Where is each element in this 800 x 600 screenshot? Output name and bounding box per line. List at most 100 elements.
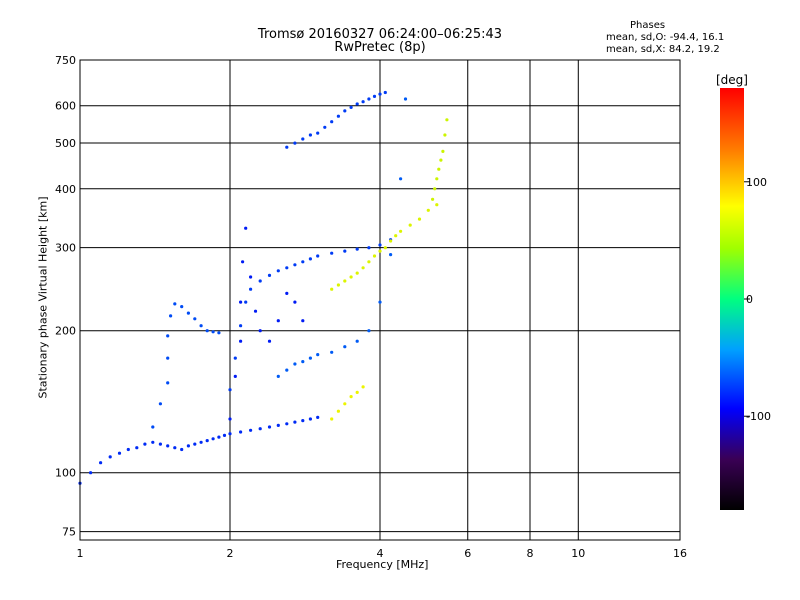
data-point bbox=[343, 109, 347, 113]
colorbar-ticks: 100 0 -100 bbox=[744, 176, 771, 423]
data-point bbox=[293, 141, 297, 145]
data-point bbox=[199, 440, 203, 444]
data-point bbox=[355, 339, 359, 343]
phase-stats-o: mean, sd,O: -94.4, 16.1 bbox=[606, 32, 725, 43]
data-point bbox=[301, 137, 305, 141]
colorbar-tick-label: -100 bbox=[746, 410, 771, 423]
data-point bbox=[431, 197, 435, 201]
data-point bbox=[355, 247, 359, 251]
data-point bbox=[285, 145, 289, 149]
data-point bbox=[239, 324, 243, 328]
data-point bbox=[233, 356, 237, 360]
data-point bbox=[166, 334, 170, 338]
data-point bbox=[249, 275, 253, 279]
data-points bbox=[78, 90, 449, 485]
data-point bbox=[441, 149, 445, 153]
data-point bbox=[355, 102, 359, 106]
data-point bbox=[355, 390, 359, 394]
data-point bbox=[158, 402, 162, 406]
data-point bbox=[367, 329, 371, 333]
data-point bbox=[285, 291, 289, 295]
data-point bbox=[336, 409, 340, 413]
data-point bbox=[343, 345, 347, 349]
colorbar-label: [deg] bbox=[716, 73, 748, 87]
data-point bbox=[249, 287, 253, 291]
data-point bbox=[343, 249, 347, 253]
data-point bbox=[408, 223, 412, 227]
data-point bbox=[89, 471, 93, 475]
x-tick-label: 10 bbox=[571, 547, 585, 560]
data-point bbox=[276, 269, 280, 273]
data-point bbox=[244, 226, 248, 230]
data-point bbox=[239, 300, 243, 304]
data-point bbox=[349, 275, 353, 279]
data-point bbox=[372, 94, 377, 98]
x-tick-label: 6 bbox=[464, 547, 471, 560]
y-tick-label: 400 bbox=[55, 183, 76, 196]
data-point bbox=[285, 422, 289, 426]
data-point bbox=[276, 423, 280, 427]
data-point bbox=[267, 339, 272, 343]
data-point bbox=[193, 317, 197, 321]
data-point bbox=[301, 319, 305, 323]
data-point bbox=[222, 433, 227, 437]
data-point bbox=[403, 97, 408, 101]
chart-title: Tromsø 20160327 06:24:00–06:25:43 bbox=[257, 27, 503, 42]
data-point bbox=[285, 266, 289, 270]
data-point bbox=[228, 417, 232, 421]
x-tick-label: 2 bbox=[227, 547, 234, 560]
phase-stats-x: mean, sd,X: 84.2, 19.2 bbox=[606, 44, 720, 55]
data-point bbox=[399, 229, 403, 233]
data-point bbox=[336, 283, 340, 287]
data-point bbox=[180, 305, 184, 309]
data-point bbox=[244, 300, 248, 304]
data-point bbox=[361, 385, 365, 389]
grid bbox=[79, 59, 681, 540]
colorbar-tick-label: 100 bbox=[746, 176, 767, 189]
data-point bbox=[293, 420, 297, 424]
data-point bbox=[217, 331, 221, 335]
data-point bbox=[166, 356, 170, 360]
data-point bbox=[249, 428, 253, 432]
y-tick-label: 100 bbox=[55, 467, 76, 480]
data-point bbox=[205, 439, 209, 443]
data-point bbox=[308, 417, 312, 421]
data-point bbox=[426, 208, 430, 212]
x-tick-label: 4 bbox=[377, 547, 384, 560]
data-point bbox=[316, 131, 320, 135]
data-point bbox=[217, 435, 221, 439]
data-point bbox=[276, 374, 280, 378]
data-point bbox=[417, 217, 422, 221]
data-point bbox=[228, 388, 232, 392]
data-point bbox=[316, 415, 320, 419]
data-point bbox=[293, 263, 297, 267]
data-point bbox=[378, 243, 382, 247]
data-point bbox=[316, 254, 320, 258]
data-point bbox=[330, 120, 334, 124]
data-point bbox=[151, 425, 155, 429]
data-point bbox=[437, 167, 441, 171]
data-point bbox=[343, 402, 347, 406]
plot-frame bbox=[79, 59, 681, 541]
colorbar-tick-label: 0 bbox=[746, 293, 753, 306]
data-point bbox=[383, 246, 387, 250]
data-point bbox=[316, 353, 320, 357]
data-point bbox=[166, 381, 170, 385]
data-point bbox=[367, 97, 371, 101]
y-axis-label: Stationary phase Virtual Height [km] bbox=[36, 196, 50, 399]
data-point bbox=[173, 302, 177, 306]
data-point bbox=[383, 90, 387, 95]
data-point bbox=[108, 455, 112, 459]
data-point bbox=[435, 177, 439, 181]
data-point bbox=[349, 105, 353, 109]
data-point bbox=[285, 368, 289, 372]
x-tick-label: 8 bbox=[527, 547, 534, 560]
data-point bbox=[158, 442, 162, 446]
y-tick-label: 600 bbox=[55, 100, 76, 113]
data-point bbox=[389, 239, 393, 243]
data-point bbox=[433, 187, 437, 191]
data-point bbox=[193, 442, 197, 446]
data-point bbox=[378, 300, 382, 304]
data-point bbox=[135, 446, 139, 450]
data-point bbox=[443, 133, 447, 137]
